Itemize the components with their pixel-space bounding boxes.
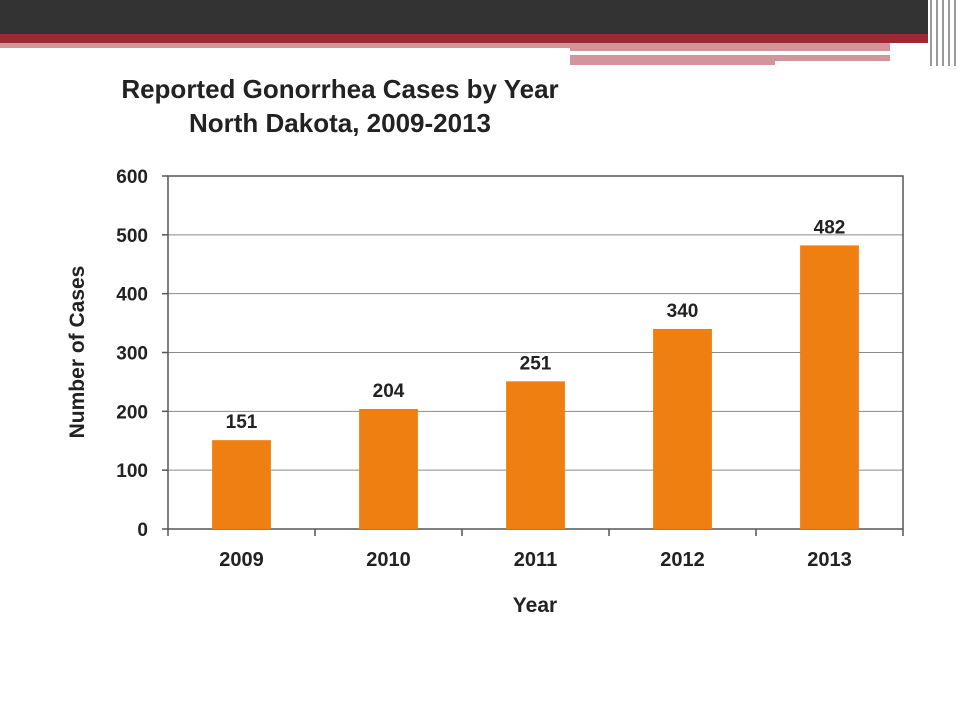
y-tick-label: 0 [137, 520, 148, 541]
x-tick-label-2010: 2010 [366, 549, 411, 571]
data-label-2013: 482 [814, 217, 846, 238]
data-label-2012: 340 [667, 301, 699, 322]
y-tick-label: 400 [116, 285, 148, 306]
data-label-2010: 204 [373, 381, 405, 402]
x-tick-label-2009: 2009 [219, 549, 264, 571]
header-dark-bar [0, 0, 960, 34]
axis-ticks: 0 100 200 300 400 500 600 2009 2010 2011 2012 2013 [116, 167, 904, 571]
bars [212, 245, 859, 529]
chart-title: Reported Gonorrhea Cases by Year [121, 74, 559, 104]
header-pink-tail [570, 55, 775, 65]
bar-2011 [506, 381, 565, 529]
data-label-2011: 251 [520, 353, 552, 374]
header-vertical-lines [928, 0, 960, 66]
bar-2010 [359, 408, 418, 529]
x-tick-label-2013: 2013 [807, 549, 852, 571]
header-pink-block [570, 43, 890, 51]
bar-2012 [653, 328, 712, 529]
header-pink-right [775, 55, 890, 61]
x-axis-label: Year [513, 594, 557, 617]
x-tick-label-2012: 2012 [660, 549, 705, 571]
header-pink-stripe [0, 43, 570, 48]
bar-2013 [800, 245, 859, 529]
y-tick-label: 500 [116, 226, 148, 247]
y-tick-label: 600 [116, 167, 148, 188]
y-tick-label: 300 [116, 344, 148, 365]
y-tick-label: 200 [116, 402, 148, 423]
x-tick-label-2011: 2011 [514, 549, 557, 571]
bar-2009 [212, 440, 271, 529]
data-labels: 151 204 251 340 482 [226, 217, 846, 433]
data-label-2009: 151 [226, 412, 258, 433]
y-tick-label: 100 [116, 461, 148, 482]
gridlines [168, 234, 903, 471]
header-red-stripe [0, 34, 960, 43]
chart-subtitle: North Dakota, 2009-2013 [188, 108, 492, 138]
y-axis-label: Number of Cases [66, 266, 89, 439]
